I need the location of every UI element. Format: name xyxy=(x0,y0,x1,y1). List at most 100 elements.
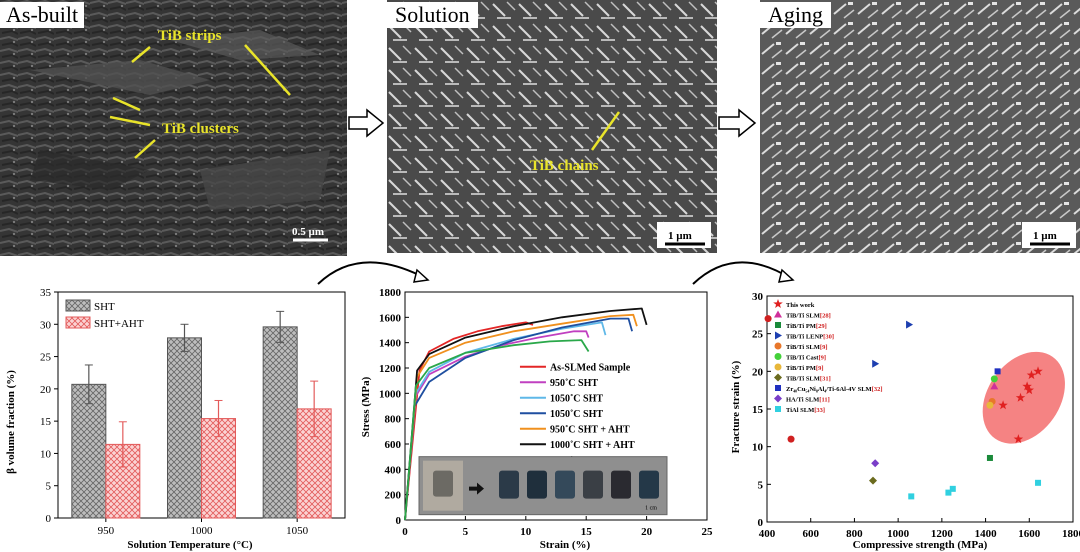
bar-y-tick-label: 5 xyxy=(46,481,52,493)
legend-marker xyxy=(774,310,782,318)
line-x-tick-label: 5 xyxy=(463,526,469,538)
beta-volume-bar-chart: 0 5 10 15 20 25 30 35 950 1000 1050 SHT SHT+AHT Solu… xyxy=(5,287,346,551)
inset-cylinder xyxy=(527,470,547,499)
legend-label: 950˚C SHT + AHT xyxy=(550,425,630,436)
inset-cylinder xyxy=(555,470,575,499)
scatter-x-tick-label: 1400 xyxy=(975,528,998,540)
scatter-point xyxy=(1022,381,1032,391)
line-plot-frame xyxy=(404,291,708,521)
scatter-point xyxy=(986,401,994,409)
bar xyxy=(262,326,298,519)
inset-cylinder xyxy=(639,470,659,499)
legend-marker xyxy=(775,385,781,391)
legend-series-ref: [33] xyxy=(814,407,825,414)
legend-series-name: HA/Ti SLM xyxy=(786,397,819,404)
scatter-y-tick-label: 10 xyxy=(752,442,764,454)
scatter-point xyxy=(986,454,993,461)
legend-label: TiAl SLM[33] xyxy=(786,407,825,414)
line-y-axis-label: Stress (MPa) xyxy=(360,376,372,437)
legend-swatch xyxy=(65,316,91,329)
scatter-point xyxy=(1024,385,1034,395)
series-line xyxy=(404,307,648,521)
bar-y-tick-label: 25 xyxy=(40,352,52,364)
legend-marker xyxy=(775,322,781,328)
line-y-tick-label: 800 xyxy=(385,414,402,426)
line-x-tick-label: 0 xyxy=(402,526,408,538)
legend-series-name: TiB/Ti Cast xyxy=(786,355,819,362)
legend-label: HA/Ti SLM[11] xyxy=(786,397,830,404)
micrograph-solution: TiB chains 1 µm Solution xyxy=(387,0,717,253)
scatter-point xyxy=(764,315,772,323)
legend-label: SHT xyxy=(94,301,115,313)
legend-series-name: TiAl SLM xyxy=(786,407,814,414)
legend-series-ref: [30] xyxy=(823,334,834,341)
bar-x-tick-label: 950 xyxy=(98,525,115,537)
line-y-tick-label: 0 xyxy=(396,515,402,527)
inset-arrow-icon xyxy=(469,482,484,495)
scatter-x-tick-label: 1800 xyxy=(1062,528,1080,540)
scatter-point xyxy=(869,476,878,485)
legend-marker xyxy=(774,342,782,350)
legend-series-ref: [28] xyxy=(820,313,831,320)
micrograph-as-built: TiB strips TiB clusters 0.5 µm As-built xyxy=(0,0,347,256)
line-y-tick-label: 1000 xyxy=(379,388,402,400)
scatter-x-tick-label: 1600 xyxy=(1018,528,1040,540)
line-x-tick-label: 15 xyxy=(581,526,593,538)
curved-arrow-2 xyxy=(692,261,795,285)
legend-series-ref: [11] xyxy=(819,397,829,404)
stress-strain-chart: 0 200 400 600 800 1000 1200 1400 1600 1800 0 5 10 15 2… xyxy=(360,287,713,551)
label-tib-clusters: TiB clusters xyxy=(162,121,239,137)
bar-y-tick-label: 20 xyxy=(40,384,52,396)
scatter-x-axis-label: Compressive strength (MPa) xyxy=(853,539,988,551)
bar-y-tick-label: 30 xyxy=(40,319,52,331)
scatter-point xyxy=(872,359,880,368)
scatter-y-tick-label: 15 xyxy=(752,404,764,416)
legend-label: TiB/Ti PM[29] xyxy=(786,323,827,330)
legend-label: TiB/Ti PM[9] xyxy=(786,365,824,372)
series-line xyxy=(404,321,534,521)
aging-image: 1 µm xyxy=(760,0,1080,253)
series-line xyxy=(404,313,638,521)
legend-label: 1000˚C SHT + AHT xyxy=(550,440,635,451)
scatter-y-tick-label: 20 xyxy=(752,366,764,378)
legend-series-ref: [32] xyxy=(872,386,883,393)
legend-label: As-SLMed Sample xyxy=(550,363,631,374)
legend-marker xyxy=(775,406,781,412)
legend-swatch xyxy=(65,299,91,312)
legend-series-name: TiB/Ti PM xyxy=(786,323,816,330)
inset-cylinder xyxy=(583,470,603,499)
scatter-x-tick-label: 1200 xyxy=(931,528,954,540)
legend-series-ref: [9] xyxy=(816,365,824,372)
line-y-tick-label: 1600 xyxy=(379,312,402,324)
series-line xyxy=(404,317,633,521)
line-y-tick-label: 600 xyxy=(385,439,402,451)
bar-y-tick-label: 0 xyxy=(46,513,52,525)
inset-cylinder xyxy=(499,470,519,499)
label-tib-strips: TiB strips xyxy=(158,28,222,44)
scatter-x-tick-label: 800 xyxy=(846,528,863,540)
series-line xyxy=(404,321,607,521)
bar-x-tick-label: 1050 xyxy=(286,525,309,537)
scatter-point xyxy=(998,400,1008,410)
legend-series-name: TiB/Ti PM xyxy=(786,365,816,372)
legend-series-name: TiB/Ti LENP xyxy=(786,334,823,341)
scatter-point xyxy=(994,368,1001,375)
scatter-point xyxy=(906,320,914,329)
scatter-x-tick-label: 400 xyxy=(759,528,776,540)
legend-label: Zr₄₀Cu₅₄Ni₈Al₄/Ti-6Al-4V SLM[32] xyxy=(786,386,883,393)
scatter-y-tick-label: 0 xyxy=(758,517,764,529)
scatter-point xyxy=(990,375,998,383)
as-built-image: TiB strips TiB clusters 0.5 µm xyxy=(0,0,347,256)
bar-x-axis-label: Solution Temperature (°C) xyxy=(127,539,253,551)
panel-title-aging: Aging xyxy=(760,2,831,28)
micrograph-aging: 1 µm Aging xyxy=(760,0,1080,253)
legend-series-name: TiB/Ti SLM xyxy=(786,376,820,383)
legend-marker xyxy=(774,373,782,382)
arrow-right-2 xyxy=(717,108,757,138)
line-x-tick-label: 10 xyxy=(520,526,532,538)
legend-series-ref: [29] xyxy=(816,323,827,330)
label-tib-chains: TiB chains xyxy=(530,158,599,174)
legend-label: 950˚C SHT xyxy=(550,378,598,389)
legend-marker xyxy=(775,331,782,340)
legend-label: TiB/Ti SLM[28] xyxy=(786,313,831,320)
